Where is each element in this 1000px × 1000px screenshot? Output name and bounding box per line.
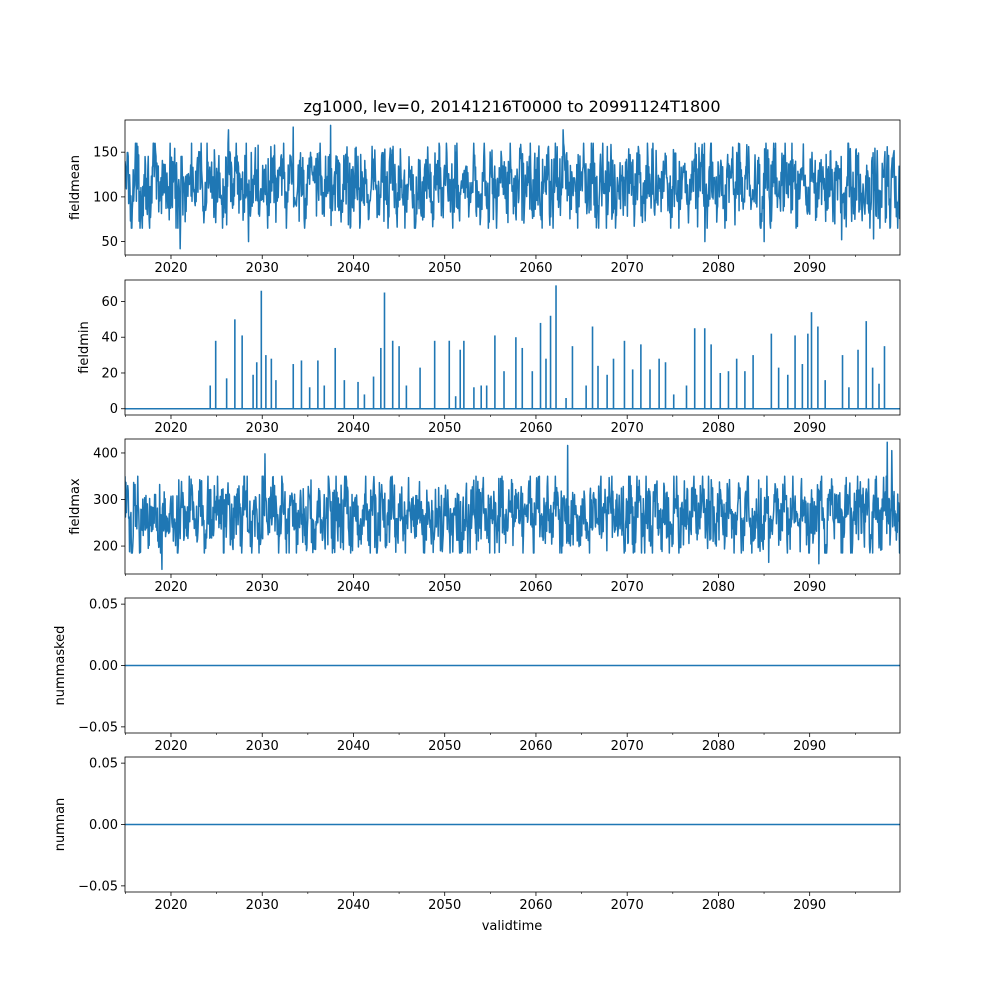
y-axis-label: fieldmax [68, 478, 83, 535]
x-tick-label: 2080 [702, 261, 735, 276]
panel-fieldmax: 2020 2030 2040 2050 2060 2070 2080 2090 200 300 40… [68, 438, 901, 595]
x-axis-label: validtime [482, 919, 543, 934]
x-tick-label: 2030 [246, 261, 279, 276]
y-tick-label: −0.05 [78, 879, 118, 894]
x-tick-label: 2030 [246, 580, 279, 595]
x-tick-label: 2040 [337, 580, 370, 595]
x-tick-label: 2040 [337, 261, 370, 276]
x-tick-label: 2090 [793, 739, 826, 754]
chart-title: zg1000, lev=0, 20141216T0000 to 20991124… [303, 97, 720, 116]
y-axis-label: fieldmean [68, 155, 83, 220]
y-tick-label: −0.05 [78, 720, 118, 735]
y-tick-label: 0.05 [89, 598, 118, 613]
y-axis-label: nummasked [53, 626, 68, 706]
x-tick-label: 2080 [702, 739, 735, 754]
x-tick-label: 2060 [519, 580, 552, 595]
x-tick-label: 2060 [519, 898, 552, 913]
x-tick-label: 2020 [154, 261, 187, 276]
x-tick-label: 2070 [611, 421, 644, 436]
y-tick-label: 0.05 [89, 757, 118, 772]
y-tick-label: 0.00 [89, 659, 118, 674]
y-tick-label: 60 [101, 295, 118, 310]
y-tick-label: 0.00 [89, 818, 118, 833]
x-tick-label: 2090 [793, 898, 826, 913]
x-tick-label: 2040 [337, 421, 370, 436]
x-tick-label: 2080 [702, 580, 735, 595]
x-tick-label: 2060 [519, 739, 552, 754]
panel-nummasked: 2020 2030 2040 2050 2060 2070 2080 2090 −0.05 0.0… [53, 597, 901, 754]
x-tick-label: 2050 [428, 898, 461, 913]
x-tick-label: 2060 [519, 261, 552, 276]
x-tick-label: 2060 [519, 421, 552, 436]
x-tick-label: 2030 [246, 739, 279, 754]
series-fieldmean [125, 124, 900, 250]
x-tick-label: 2070 [611, 898, 644, 913]
series-fieldmin [125, 285, 900, 410]
y-tick-label: 200 [93, 540, 118, 555]
x-tick-label: 2020 [154, 739, 187, 754]
x-tick-label: 2080 [702, 898, 735, 913]
x-tick-label: 2090 [793, 580, 826, 595]
x-tick-label: 2020 [154, 421, 187, 436]
x-tick-label: 2030 [246, 421, 279, 436]
x-tick-label: 2030 [246, 898, 279, 913]
x-tick-label: 2090 [793, 421, 826, 436]
x-tick-label: 2040 [337, 898, 370, 913]
panel-fieldmin: 2020 2030 2040 2050 2060 2070 2080 20900204060f… [77, 279, 901, 436]
axes-frame [124, 279, 901, 416]
panels: 2020 2030 2040 2050 2060 2070 2080 209050100150… [53, 119, 901, 913]
x-tick-label: 2050 [428, 739, 461, 754]
x-tick-label: 2050 [428, 421, 461, 436]
y-axis-label: fieldmin [77, 321, 92, 374]
series-line [125, 124, 900, 250]
x-tick-label: 2040 [337, 739, 370, 754]
y-tick-label: 300 [93, 493, 118, 508]
x-tick-label: 2070 [611, 261, 644, 276]
panel-numnan: 2020 2030 2040 2050 2060 2070 2080 2090 −0.05 0.0… [53, 756, 901, 913]
y-axis-label: numnan [53, 798, 68, 852]
x-tick-label: 2050 [428, 580, 461, 595]
panel-fieldmean: 2020 2030 2040 2050 2060 2070 2080 2090 50 100 150… [68, 119, 901, 276]
y-tick-label: 50 [101, 235, 118, 250]
y-tick-label: 40 [101, 331, 118, 346]
x-tick-label: 2070 [611, 580, 644, 595]
x-tick-label: 2070 [611, 739, 644, 754]
axes-frame [124, 119, 901, 256]
axes-frame [124, 438, 901, 575]
y-tick-label: 20 [101, 366, 118, 381]
series-fieldmax [125, 441, 900, 571]
y-tick-label: 0 [110, 402, 118, 417]
x-tick-label: 2020 [154, 898, 187, 913]
x-tick-label: 2080 [702, 421, 735, 436]
x-tick-label: 2020 [154, 580, 187, 595]
y-tick-label: 150 [93, 146, 118, 161]
y-tick-label: 100 [93, 190, 118, 205]
x-tick-label: 2090 [793, 261, 826, 276]
series-line [125, 441, 900, 571]
x-tick-label: 2050 [428, 261, 461, 276]
y-tick-label: 400 [93, 446, 118, 461]
